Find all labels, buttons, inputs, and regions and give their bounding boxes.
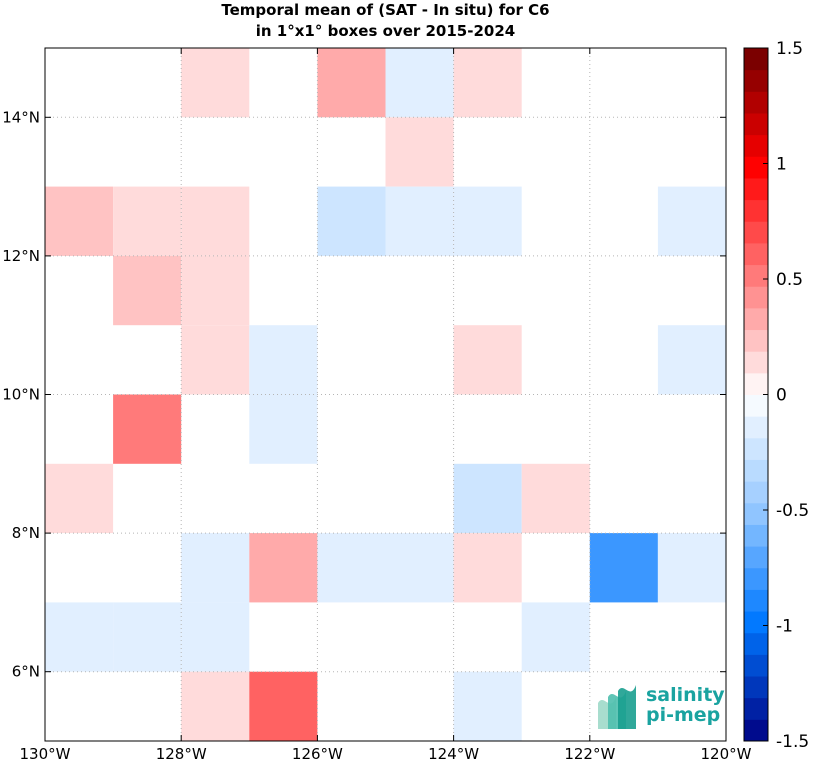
colorbar-swatch (744, 524, 768, 547)
colorbar-swatch (744, 502, 768, 525)
logo-text-line1: salinity (646, 684, 725, 706)
heatmap-cell (181, 48, 250, 118)
colorbar-swatch (744, 654, 768, 677)
heatmap-cell (453, 533, 522, 603)
colorbar-swatch (744, 69, 768, 92)
heatmap-cell (317, 186, 386, 256)
heatmap-cell (45, 463, 114, 534)
colorbar-swatch (744, 221, 768, 244)
heatmap-cell (249, 325, 318, 395)
heatmap-cell (249, 533, 318, 603)
x-tick-label: 120°W (701, 745, 752, 763)
heatmap-cell (249, 394, 318, 464)
y-tick-label: 8°N (12, 524, 40, 542)
colorbar-swatch (744, 264, 768, 287)
axes-layer: 130°W 128°W 126°W 124°W 122°W 120°W 6°N 8°N 10°N… (2, 47, 752, 763)
heatmap-cell (181, 186, 250, 256)
x-tick-label: 128°W (156, 745, 207, 763)
heatmap-cell (113, 255, 182, 326)
colorbar-swatch (744, 372, 768, 395)
heatmap-cell (181, 533, 250, 603)
y-tick-label: 10°N (2, 386, 40, 404)
heatmap-cell (317, 533, 386, 603)
logo-text-line2: pi-mep (646, 704, 721, 726)
heatmap-cell (657, 186, 726, 256)
chart-title: Temporal mean of (SAT - In situ) for C6 … (45, 0, 726, 42)
x-tick-label: 124°W (428, 745, 479, 763)
heatmap-cell (181, 255, 250, 326)
colorbar-swatch (744, 199, 768, 222)
colorbar-swatch (744, 676, 768, 699)
heatmap-cell (113, 186, 182, 256)
heatmap-cell (385, 533, 454, 603)
colorbar-swatch (744, 416, 768, 439)
heatmap-cell (657, 533, 726, 603)
colorbar-swatch (744, 156, 768, 179)
heatmap-cell (453, 325, 522, 395)
colorbar-tick-label: -0.5 (776, 501, 809, 521)
heatmap-cell (113, 602, 182, 672)
waves-logo-icon (598, 685, 636, 729)
x-tick-label: 126°W (292, 745, 343, 763)
colorbar-tick-label: 0.5 (776, 270, 803, 290)
colorbar-swatch (744, 589, 768, 612)
heatmap-cell (453, 671, 522, 741)
colorbar-swatch (744, 307, 768, 331)
colorbar-swatch (744, 329, 768, 352)
heatmap-cell (249, 671, 318, 741)
colorbar-tick-label: 0 (776, 386, 787, 406)
colorbar-swatch (744, 242, 768, 266)
y-tick-label: 12°N (2, 247, 40, 265)
chart-title-line2: in 1°x1° boxes over 2015-2024 (255, 22, 516, 40)
heatmap-cell (453, 463, 522, 534)
y-tick-label: 6°N (12, 663, 40, 681)
colorbar-swatch (744, 177, 768, 201)
colorbar-swatch (744, 91, 768, 114)
heatmap-cell (657, 325, 726, 395)
colorbar-swatch (744, 112, 768, 136)
heatmap-cell (181, 671, 250, 741)
colorbar-swatch (744, 437, 768, 460)
y-tick-label: 14°N (2, 108, 40, 126)
grid-layer (45, 48, 726, 741)
heatmap-cell (521, 602, 590, 672)
cells-layer (45, 48, 726, 741)
heatmap-cell (113, 394, 182, 464)
colorbar-tick-label: 1 (776, 155, 787, 175)
heatmap-cell (181, 325, 250, 395)
heatmap-cell (385, 48, 454, 118)
colorbar-swatch (744, 546, 768, 569)
colorbar-tick-label: -1 (776, 617, 793, 637)
x-tick-label: 122°W (564, 745, 615, 763)
colorbar-swatch (744, 48, 768, 71)
colorbar-swatch (744, 567, 768, 590)
heatmap-cell (453, 186, 522, 256)
colorbar: 1.5 1 0.5 0 -0.5 -1 -1.5 (743, 39, 809, 752)
colorbar-swatch (744, 351, 768, 374)
colorbar-swatch (744, 134, 768, 157)
colorbar-swatch (744, 286, 768, 309)
colorbar-swatch (744, 611, 768, 634)
heatmap-cell (385, 117, 454, 187)
chart-title-line1: Temporal mean of (SAT - In situ) for C6 (221, 1, 550, 19)
colorbar-swatch (744, 697, 768, 720)
heatmap-cell (453, 48, 522, 118)
salinity-pi-mep-logo: salinity pi-mep (594, 683, 734, 733)
x-tick-label: 130°W (20, 745, 71, 763)
heatmap-cell (589, 533, 658, 603)
colorbar-swatch (744, 459, 768, 482)
colorbar-swatch (744, 719, 768, 742)
heatmap-cell (521, 463, 590, 534)
heatmap-cell (45, 186, 114, 256)
heatmap-cell (317, 48, 386, 118)
colorbar-swatch (744, 394, 768, 417)
colorbar-tick-label: -1.5 (776, 732, 809, 752)
heatmap-cell (45, 602, 114, 672)
colorbar-tick-label: 1.5 (776, 39, 803, 59)
colorbar-swatch (744, 481, 768, 504)
heatmap-cell (385, 186, 454, 256)
heatmap-cell (181, 602, 250, 672)
colorbar-swatch (744, 632, 768, 655)
